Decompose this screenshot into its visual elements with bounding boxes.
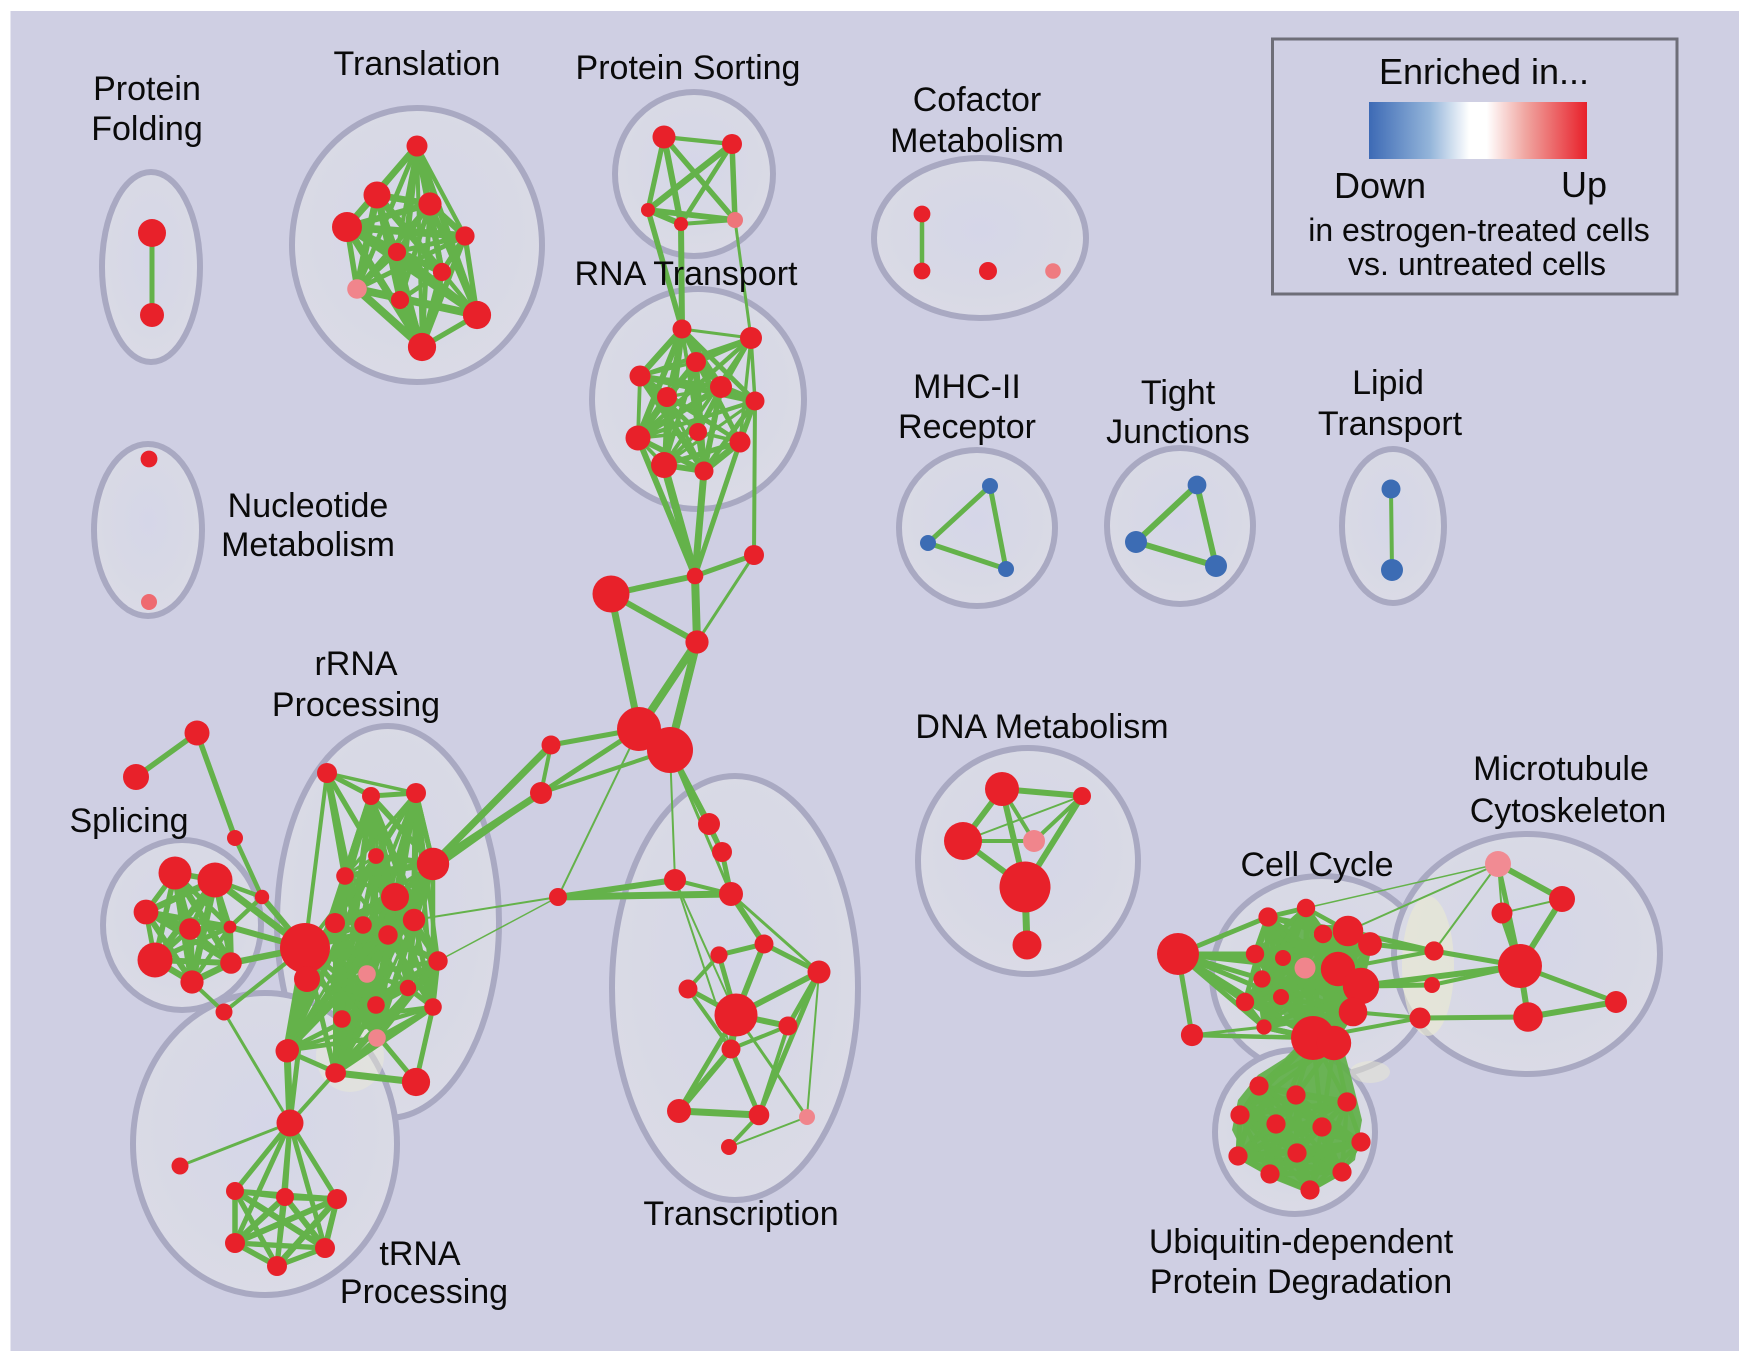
svg-text:DNA Metabolism: DNA Metabolism [915,708,1168,746]
svg-text:Transcription: Transcription [643,1195,838,1233]
svg-text:Tight: Tight [1141,374,1216,412]
svg-text:Cytoskeleton: Cytoskeleton [1470,792,1667,830]
svg-text:tRNA: tRNA [379,1235,461,1273]
svg-text:Receptor: Receptor [898,408,1036,446]
svg-text:Up: Up [1561,164,1607,205]
svg-text:Enriched in...: Enriched in... [1379,51,1589,92]
svg-text:Lipid: Lipid [1352,364,1424,402]
svg-text:Translation: Translation [334,45,501,83]
svg-text:in estrogen-treated cells: in estrogen-treated cells [1308,212,1650,248]
svg-text:Junctions: Junctions [1106,413,1250,451]
svg-text:Processing: Processing [272,686,440,724]
svg-text:Ubiquitin-dependent: Ubiquitin-dependent [1149,1223,1454,1261]
svg-text:Protein: Protein [93,70,201,108]
svg-text:rRNA: rRNA [314,645,397,683]
svg-text:RNA Transport: RNA Transport [575,255,799,293]
svg-text:Cofactor: Cofactor [913,81,1042,119]
svg-text:Protein Degradation: Protein Degradation [1150,1263,1452,1301]
svg-text:vs. untreated cells: vs. untreated cells [1348,246,1606,282]
svg-text:Microtubule: Microtubule [1473,750,1649,788]
svg-text:Processing: Processing [340,1273,508,1311]
svg-text:Metabolism: Metabolism [890,122,1064,160]
svg-text:Metabolism: Metabolism [221,526,395,564]
svg-text:Down: Down [1334,165,1426,206]
svg-text:MHC-II: MHC-II [913,368,1021,406]
svg-text:Nucleotide: Nucleotide [228,487,389,525]
svg-text:Folding: Folding [91,110,203,148]
svg-text:Splicing: Splicing [69,802,188,840]
svg-text:Cell Cycle: Cell Cycle [1240,846,1393,884]
svg-text:Protein Sorting: Protein Sorting [576,49,801,87]
svg-text:Transport: Transport [1318,405,1463,443]
